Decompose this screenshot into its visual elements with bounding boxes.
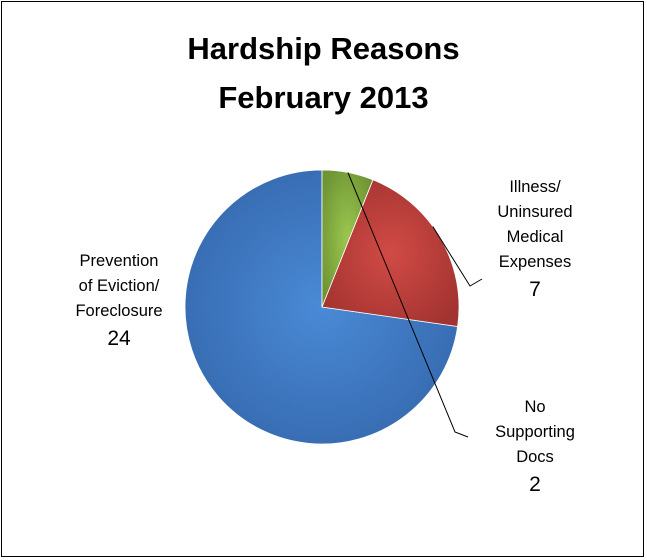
slice-label-line: Docs — [516, 448, 554, 466]
slice-value-label: 24 — [107, 327, 131, 350]
slice-value-label: 7 — [529, 278, 541, 301]
slice-label-line: Illness/ — [509, 178, 561, 196]
leader-lines — [347, 172, 483, 438]
slice-label-line: Supporting — [495, 423, 575, 441]
chart-title: Hardship Reasons — [187, 31, 460, 66]
slice-label-no-supporting-docs: No Supporting Docs 2 — [470, 395, 600, 500]
slice-label-line: Expenses — [498, 253, 572, 271]
slice-prevention-of-eviction — [184, 169, 459, 445]
slice-label-line: Prevention — [79, 252, 159, 270]
chart-subtitle: February 2013 — [218, 80, 429, 115]
leader-line-no-supporting-docs — [347, 172, 469, 438]
slice-label-line: of Eviction/ — [78, 277, 160, 295]
slice-label-line: Uninsured — [497, 203, 573, 221]
slice-label-illness: Illness/ Uninsured Medical Expenses 7 — [470, 175, 600, 305]
slice-label-line: Foreclosure — [75, 302, 163, 320]
slice-label-prevention: Prevention of Eviction/ Foreclosure 24 — [54, 249, 184, 354]
slice-no-supporting-docs — [321, 169, 374, 308]
slice-label-line: No — [524, 398, 546, 416]
slice-label-line: Medical — [506, 228, 564, 246]
leader-line-illness — [432, 226, 483, 287]
slice-value-label: 2 — [529, 473, 541, 496]
pie-slices — [184, 169, 460, 445]
